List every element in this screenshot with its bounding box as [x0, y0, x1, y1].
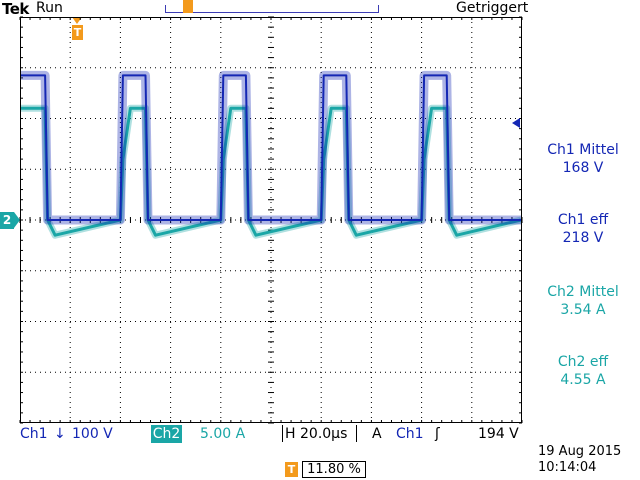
trigger-position-marker[interactable]: T [72, 25, 83, 40]
acquisition-state[interactable]: Run [36, 0, 63, 16]
trigger-level[interactable]: 194 V [478, 426, 519, 442]
time-readout: 10:14:04 [538, 460, 597, 475]
ch2-label[interactable]: Ch2 [151, 425, 182, 443]
trigger-mode-label: A [372, 426, 382, 442]
brand-logo: Tek [2, 0, 29, 18]
meas-ch2-rms-value: 4.55 A [560, 372, 606, 388]
trigger-slope-icon: ʃ [435, 426, 440, 442]
meas-ch1-rms-label: Ch1 eff [557, 212, 609, 228]
record-window-bar [165, 5, 379, 13]
trigger-status: Getriggert [456, 0, 529, 16]
ch1-scale[interactable]: 100 V [72, 426, 113, 442]
ch2-scale[interactable]: 5.00 A [200, 426, 246, 442]
ch1-label[interactable]: Ch1 [20, 426, 48, 442]
meas-ch2-mean-label: Ch2 Mittel [547, 284, 619, 300]
trigger-source[interactable]: Ch1 [396, 426, 424, 442]
meas-ch1-rms-value: 218 V [562, 230, 604, 246]
trigger-position-icon: T [285, 462, 298, 477]
horizontal-label: H [285, 426, 296, 442]
graticule-frame [20, 17, 522, 423]
trigger-position-readout[interactable]: 11.80 % [302, 461, 366, 478]
trigger-position-arrow-icon [72, 17, 82, 24]
date-readout: 19 Aug 2015 [538, 444, 622, 459]
meas-ch2-mean-value: 3.54 A [560, 302, 606, 318]
meas-ch1-mean-label: Ch1 Mittel [547, 142, 619, 158]
ch1-waveform [21, 70, 521, 225]
meas-ch1-mean-value: 168 V [562, 160, 604, 176]
divider [282, 425, 283, 442]
trigger-level-arrow-icon[interactable] [512, 118, 520, 128]
ch1-coupling-icon: ↓ [54, 426, 66, 442]
meas-ch2-rms-label: Ch2 eff [557, 354, 609, 370]
time-per-div[interactable]: 20.0µs [300, 426, 348, 442]
record-trigger-marker-icon [183, 0, 193, 13]
ch1-trace [21, 74, 521, 221]
divider [356, 425, 357, 442]
ch2-ground-marker-tip [14, 212, 20, 228]
ch2-ground-marker[interactable]: 2 [0, 212, 14, 229]
